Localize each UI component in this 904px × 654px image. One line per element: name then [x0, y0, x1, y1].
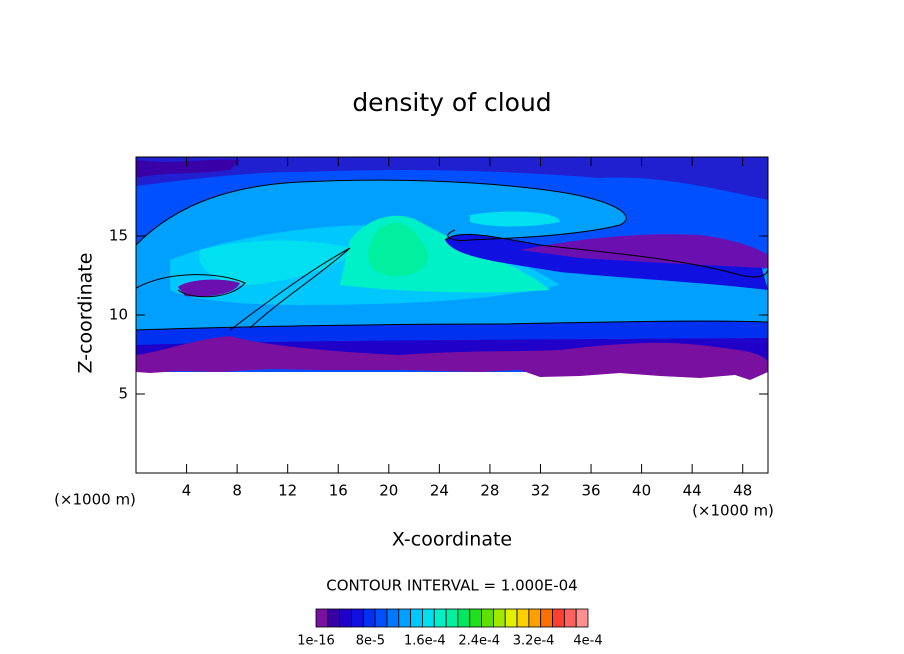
colorbar-swatch — [339, 608, 352, 628]
colorbar-swatch — [481, 608, 494, 628]
colorbar-swatch — [528, 608, 542, 628]
colorbar-swatch — [575, 608, 589, 628]
x-tick-label: 48 — [733, 482, 752, 500]
colorbar-label: 1e-16 — [297, 634, 335, 649]
y-axis-label: Z-coordinate — [75, 253, 97, 374]
y-tick-label: 15 — [109, 227, 128, 245]
colorbar-label: 8e-5 — [356, 634, 385, 649]
colorbar-swatch — [516, 608, 530, 628]
colorbar-label: 4e-4 — [573, 634, 602, 649]
colorbar-swatch — [315, 608, 329, 628]
colorbar-swatch — [410, 608, 423, 628]
colorbar-label: 3.2e-4 — [513, 634, 555, 649]
colorbar-swatch — [327, 608, 341, 628]
x-tick-label: 8 — [232, 482, 242, 500]
contour-field — [135, 157, 769, 380]
colorbar-swatch — [445, 608, 459, 628]
colorbar-swatch — [504, 608, 518, 628]
x-tick-label: 16 — [329, 482, 348, 500]
colorbar-swatch — [540, 608, 553, 628]
colorbar-label: 1.6e-4 — [404, 634, 446, 649]
x-tick-label: 4 — [182, 482, 192, 500]
colorbar-swatch — [422, 608, 435, 628]
x-tick-label: 24 — [430, 482, 449, 500]
colorbar-swatch — [492, 608, 506, 628]
colorbar-swatch — [351, 608, 364, 628]
x-axis-unit: (×1000 m) — [692, 502, 774, 520]
colorbar-swatch — [374, 608, 388, 628]
colorbar-swatch — [433, 608, 447, 628]
y-tick-label: 5 — [118, 385, 128, 403]
colorbar-swatch — [552, 608, 565, 628]
y-tick-label: 10 — [109, 306, 128, 324]
colorbar-swatch — [398, 608, 412, 628]
x-tick-label: 36 — [581, 482, 600, 500]
x-axis-label: X-coordinate — [392, 529, 512, 551]
colorbar-swatch — [457, 608, 471, 628]
y-axis-unit: (×1000 m) — [54, 491, 136, 509]
colorbar-swatch — [386, 608, 400, 628]
x-tick-label: 40 — [632, 482, 651, 500]
contour-interval: CONTOUR INTERVAL = 1.000E-04 — [326, 577, 577, 595]
x-tick-label: 20 — [379, 482, 398, 500]
colorbar-swatch — [362, 608, 376, 628]
x-tick-label: 44 — [683, 482, 702, 500]
colorbar-label: 2.4e-4 — [458, 634, 500, 649]
colorbar-swatch — [469, 608, 482, 628]
colorbar-swatch — [563, 608, 577, 628]
x-tick-label: 12 — [278, 482, 297, 500]
x-tick-label: 32 — [531, 482, 550, 500]
chart-title: density of cloud — [352, 88, 551, 117]
x-tick-label: 28 — [480, 482, 499, 500]
